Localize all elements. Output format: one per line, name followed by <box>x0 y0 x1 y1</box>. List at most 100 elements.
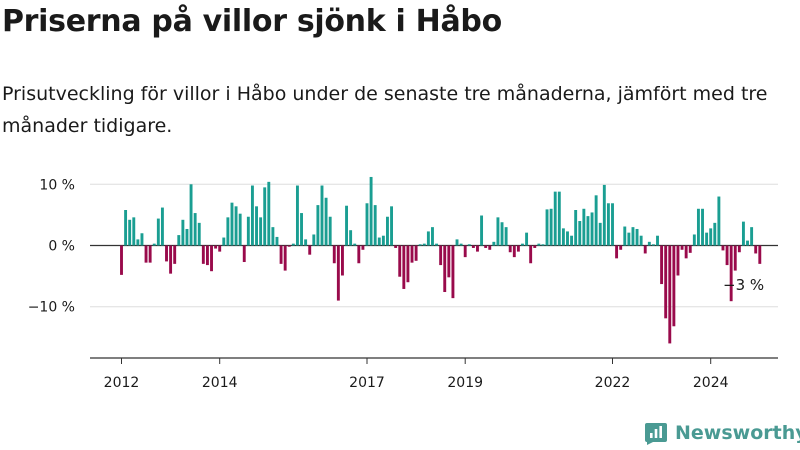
bar <box>230 202 234 246</box>
bar <box>373 205 377 246</box>
bar <box>214 245 218 249</box>
bar <box>525 232 529 246</box>
bar <box>676 245 680 276</box>
last-value-label: −3 % <box>723 276 764 294</box>
bar <box>189 184 193 246</box>
bar <box>341 245 344 276</box>
bar <box>561 228 565 246</box>
bar <box>471 245 475 248</box>
bar <box>729 245 733 302</box>
bar <box>377 237 381 246</box>
bar <box>365 203 369 246</box>
bar <box>623 226 627 246</box>
bar <box>451 245 455 299</box>
bar <box>177 235 181 246</box>
bar <box>201 245 205 264</box>
bar <box>721 245 725 251</box>
bar <box>651 244 655 246</box>
bar <box>635 228 639 246</box>
bar <box>725 245 729 266</box>
bar <box>443 245 447 293</box>
bar <box>521 243 524 246</box>
bar <box>173 245 177 264</box>
bar <box>602 184 606 246</box>
bar <box>606 203 610 246</box>
bar <box>181 219 185 246</box>
bar <box>295 185 299 246</box>
bar <box>136 239 140 246</box>
bar <box>226 217 230 246</box>
bar <box>431 227 434 246</box>
bar <box>222 237 226 246</box>
bar <box>308 245 312 255</box>
bar <box>336 245 340 301</box>
bar <box>165 245 168 262</box>
bar <box>332 245 336 264</box>
bar <box>259 217 263 246</box>
chart-title: Priserna på villor sjönk i Håbo <box>2 4 502 39</box>
bar <box>205 245 209 266</box>
bar <box>316 205 320 246</box>
bar <box>463 245 467 258</box>
bar <box>320 185 324 246</box>
bar <box>590 212 594 246</box>
bar <box>369 176 373 246</box>
bar <box>414 245 418 261</box>
newsworthy-logo-text: Newsworthy <box>675 422 800 444</box>
bar <box>557 191 561 246</box>
bar <box>680 245 684 250</box>
bar <box>426 231 430 246</box>
x-tick-label: 2022 <box>595 375 631 391</box>
bar <box>574 210 578 246</box>
bar <box>140 233 144 246</box>
bar <box>271 227 275 246</box>
bar <box>627 232 631 246</box>
bar <box>639 235 643 246</box>
bar <box>476 245 479 252</box>
bar <box>737 245 741 253</box>
bar <box>643 245 647 254</box>
bar <box>545 209 549 246</box>
bar <box>496 217 500 246</box>
bar <box>664 245 668 319</box>
bar <box>512 245 516 258</box>
bar <box>124 210 128 246</box>
bar <box>455 239 459 246</box>
bar <box>582 208 586 246</box>
bar <box>467 244 471 246</box>
x-tick-label: 2019 <box>447 375 483 391</box>
bar <box>148 245 152 263</box>
bar <box>263 187 267 246</box>
bar <box>275 236 279 246</box>
bar <box>152 243 156 246</box>
bar <box>594 195 598 246</box>
bar <box>144 245 148 263</box>
bar <box>758 245 762 264</box>
bar <box>283 245 287 271</box>
bar <box>447 245 451 278</box>
bar <box>488 245 492 250</box>
annotations: −3 % <box>723 276 764 294</box>
bar <box>238 213 242 246</box>
x-tick-label: 2024 <box>693 375 729 391</box>
bar <box>500 222 504 246</box>
bar <box>386 216 389 246</box>
bar <box>754 245 758 254</box>
bar <box>746 240 749 246</box>
bar <box>656 235 659 246</box>
bar <box>357 245 361 264</box>
bar <box>120 245 123 275</box>
bar <box>668 245 672 344</box>
bar <box>533 245 537 248</box>
bar <box>631 227 635 246</box>
bar <box>218 245 222 252</box>
bar <box>459 243 463 246</box>
bar <box>402 245 406 289</box>
bar <box>287 245 291 247</box>
bar <box>684 245 688 259</box>
bar <box>647 241 651 246</box>
bar <box>598 222 602 246</box>
bar <box>733 245 737 271</box>
y-tick-label: 10 % <box>39 177 75 193</box>
